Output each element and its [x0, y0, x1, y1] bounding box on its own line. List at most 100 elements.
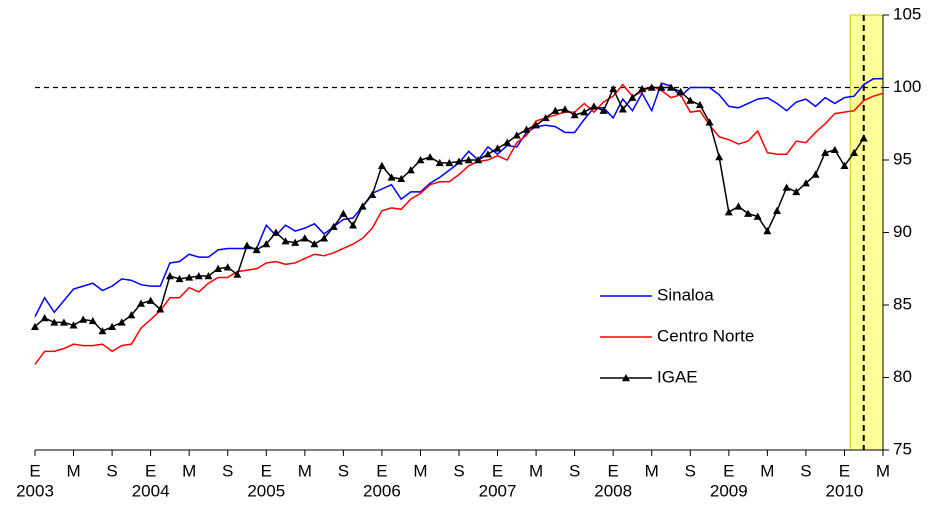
point-marker — [503, 138, 512, 146]
point-marker — [618, 105, 627, 113]
point-marker — [561, 105, 569, 113]
x-year-label: 2009 — [710, 481, 748, 500]
x-tick-label: M — [529, 461, 543, 480]
point-marker — [445, 158, 454, 167]
point-marker — [676, 87, 685, 96]
point-marker — [127, 311, 136, 319]
x-tick-label: S — [800, 461, 811, 480]
y-tick-label: 90 — [893, 222, 912, 241]
x-tick-label: S — [338, 461, 349, 480]
point-marker — [175, 274, 184, 283]
point-marker — [628, 93, 637, 101]
point-marker — [204, 272, 213, 280]
point-marker — [271, 228, 280, 236]
series-line — [34, 83, 884, 365]
point-marker — [31, 322, 39, 330]
x-tick-label: E — [376, 461, 387, 480]
point-marker — [541, 113, 550, 122]
point-marker — [320, 234, 329, 242]
point-marker — [705, 118, 714, 126]
x-tick-label: S — [453, 461, 464, 480]
y-tick-label: 95 — [893, 149, 912, 168]
point-marker — [753, 212, 762, 220]
point-marker — [715, 153, 724, 161]
point-marker — [406, 166, 415, 174]
point-marker — [435, 158, 444, 167]
point-marker — [108, 322, 117, 330]
point-marker — [310, 240, 319, 248]
series-line — [34, 78, 883, 317]
point-marker — [821, 148, 830, 156]
point-marker — [194, 272, 203, 280]
point-marker — [638, 84, 647, 93]
highlight-band — [849, 14, 884, 451]
point-marker — [695, 100, 704, 109]
point-marker — [252, 245, 261, 254]
y-tick-label: 85 — [893, 294, 912, 313]
legend-label: Sinaloa — [657, 285, 714, 304]
point-marker — [792, 187, 801, 196]
x-year-label: 2007 — [479, 481, 517, 500]
x-tick-label: S — [106, 461, 117, 480]
point-marker — [156, 305, 165, 313]
y-tick-label: 80 — [893, 367, 912, 386]
x-year-label: 2005 — [247, 481, 285, 500]
point-marker — [50, 318, 59, 326]
point-marker — [223, 263, 232, 271]
point-marker — [647, 83, 656, 91]
y-tick-label: 100 — [893, 77, 921, 96]
x-tick-label: E — [723, 461, 734, 480]
point-marker — [464, 156, 473, 164]
x-tick-label: E — [839, 461, 850, 480]
point-marker — [397, 174, 406, 183]
point-marker — [657, 83, 666, 91]
point-marker — [840, 161, 849, 169]
point-marker — [551, 106, 560, 114]
point-marker — [358, 202, 367, 210]
x-year-label: 2004 — [132, 481, 170, 500]
x-tick-label: M — [876, 461, 890, 480]
point-marker — [214, 264, 223, 272]
point-marker — [40, 314, 49, 322]
point-marker — [137, 299, 145, 307]
x-tick-label: E — [261, 461, 272, 480]
point-marker — [667, 83, 675, 91]
x-year-label: 2006 — [363, 481, 401, 500]
x-tick-label: S — [569, 461, 580, 480]
x-tick-label: S — [222, 461, 233, 480]
x-year-label: 2010 — [826, 481, 864, 500]
x-tick-label: E — [608, 461, 619, 480]
point-marker — [782, 183, 791, 191]
x-tick-label: S — [685, 461, 696, 480]
x-tick-label: E — [29, 461, 40, 480]
point-marker — [117, 318, 126, 326]
point-marker — [98, 327, 107, 335]
point-marker — [243, 241, 251, 249]
point-marker — [850, 148, 859, 156]
x-tick-label: M — [298, 461, 312, 480]
point-marker — [570, 111, 579, 119]
point-marker — [387, 173, 396, 181]
point-marker — [589, 102, 598, 110]
point-marker — [88, 316, 97, 325]
point-marker — [609, 84, 618, 93]
point-marker — [146, 296, 155, 304]
point-marker — [281, 237, 290, 245]
point-marker — [811, 170, 820, 178]
point-marker — [185, 273, 194, 281]
point-marker — [599, 106, 608, 114]
point-marker — [801, 179, 810, 187]
point-marker — [734, 202, 743, 210]
point-marker — [522, 125, 531, 133]
point-marker — [744, 209, 753, 217]
point-marker — [291, 238, 300, 246]
point-marker — [859, 134, 868, 142]
point-marker — [79, 315, 88, 323]
point-marker — [416, 156, 425, 164]
point-marker — [426, 153, 435, 161]
point-marker — [512, 131, 521, 139]
x-tick-label: M — [66, 461, 80, 480]
x-tick-label: M — [645, 461, 659, 480]
point-marker — [233, 270, 242, 278]
